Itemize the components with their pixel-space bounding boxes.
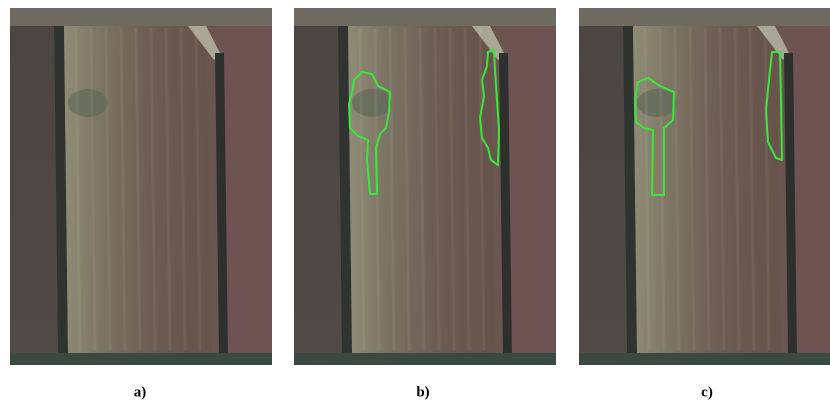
- top-strip: [579, 8, 830, 26]
- bottom-strip: [10, 353, 272, 365]
- panel-label: c): [701, 384, 713, 400]
- right-field: [793, 26, 830, 353]
- wet-patch: [352, 89, 392, 117]
- top-strip: [10, 8, 272, 26]
- top-strip: [294, 8, 556, 26]
- right-field: [508, 26, 556, 353]
- bottom-strip: [579, 353, 830, 365]
- panel-label: b): [416, 384, 429, 400]
- wet-patch: [637, 89, 677, 117]
- figure: a) b) c): [0, 0, 830, 408]
- panels: [10, 8, 830, 365]
- image-body: [579, 8, 830, 365]
- left-field: [294, 26, 342, 353]
- wet-patch: [68, 89, 108, 117]
- aerial-image: [579, 8, 830, 365]
- panel-label: a): [134, 384, 147, 400]
- image-body: [294, 8, 556, 365]
- image-body: [10, 8, 272, 365]
- bottom-strip: [294, 353, 556, 365]
- aerial-image: [10, 8, 272, 365]
- left-field: [579, 26, 627, 353]
- aerial-image: [294, 8, 556, 365]
- left-field: [10, 26, 58, 353]
- right-field: [224, 26, 272, 353]
